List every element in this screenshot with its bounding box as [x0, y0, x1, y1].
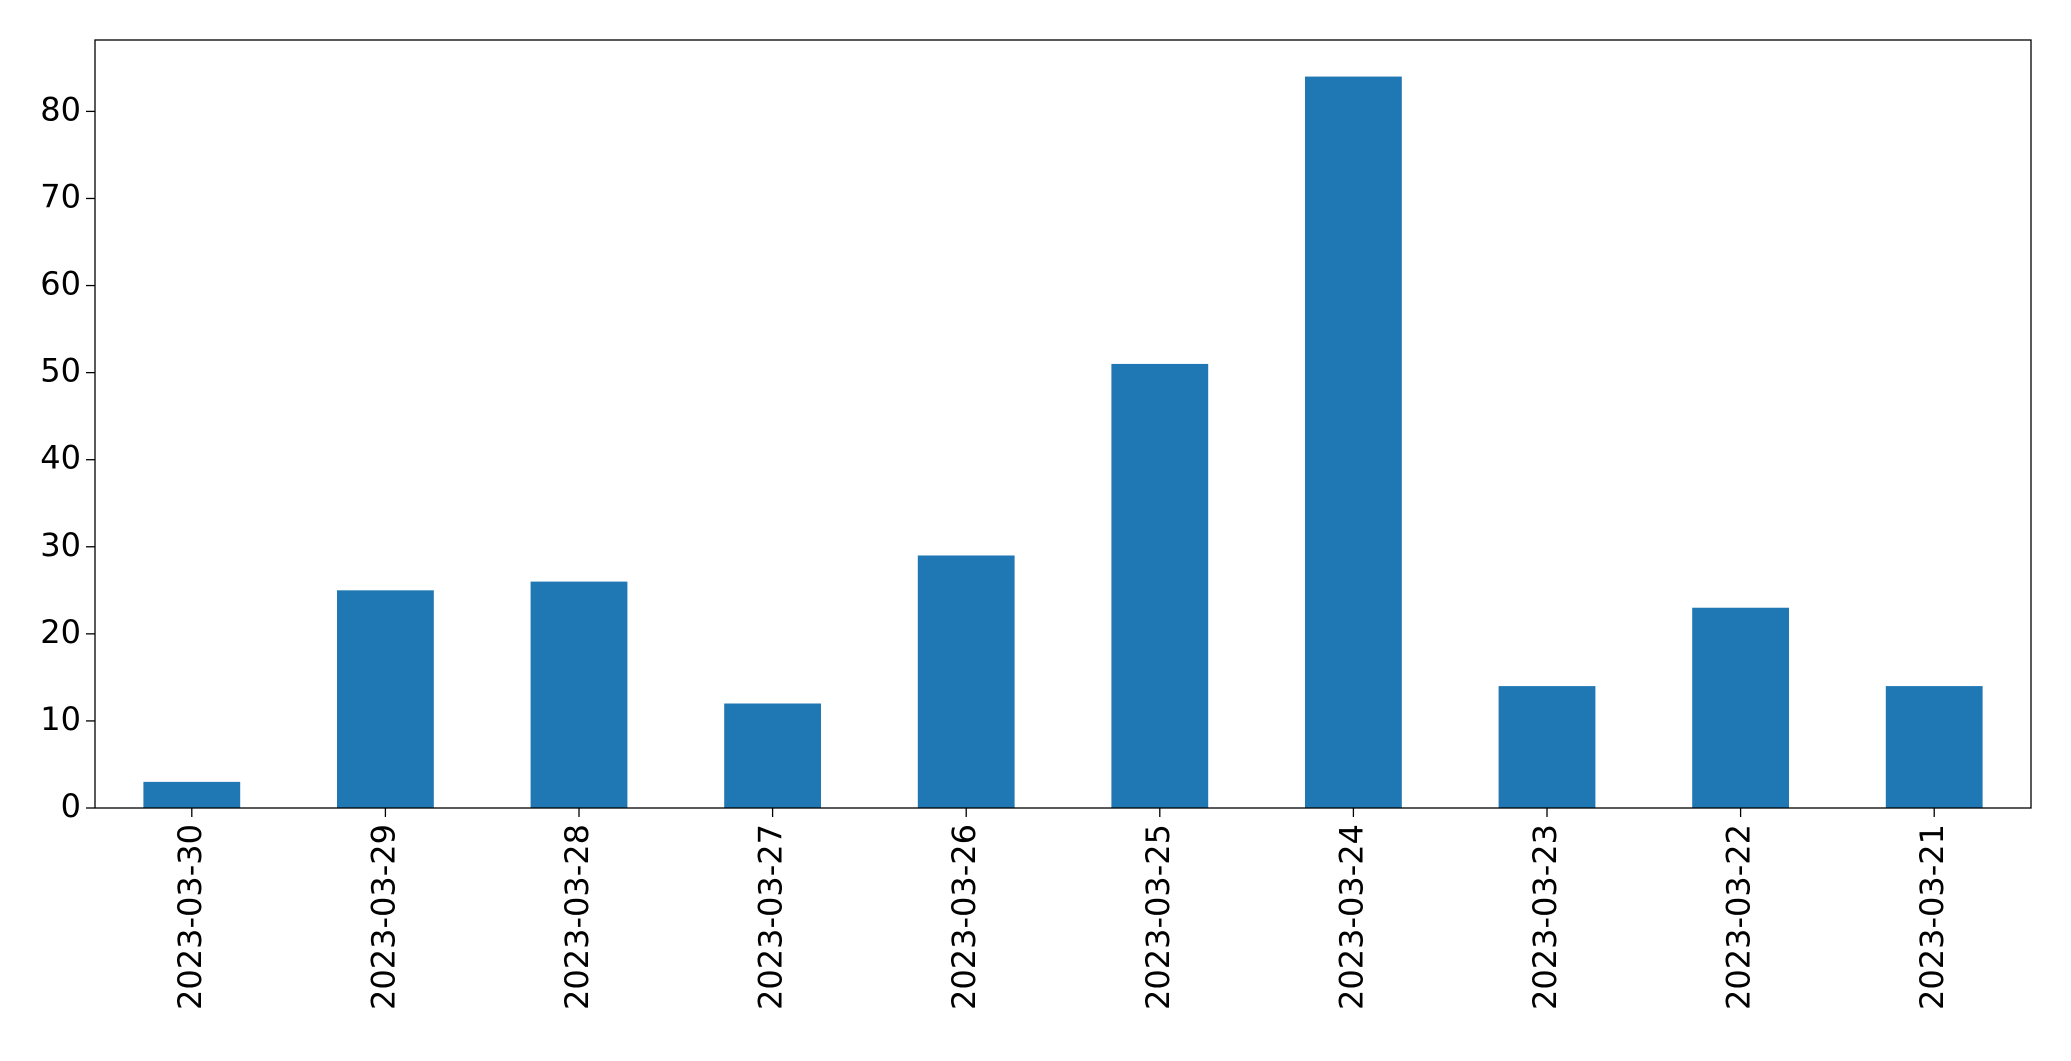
x-tick-label: 2023-03-29	[364, 824, 402, 1010]
plot-frame	[94, 39, 2032, 809]
y-tick-label: 30	[40, 526, 81, 564]
bar	[1498, 686, 1596, 808]
x-tick-label: 2023-03-27	[752, 824, 790, 1010]
y-tick-label: 50	[40, 352, 81, 390]
x-tick-label: 2023-03-24	[1332, 824, 1370, 1010]
y-tick-label: 40	[40, 439, 81, 477]
bar	[1885, 686, 1983, 808]
y-tick-label: 70	[40, 177, 81, 215]
y-tick-label: 80	[40, 90, 81, 128]
bar	[917, 555, 1015, 808]
y-tick-label: 0	[61, 787, 81, 825]
x-tick-label: 2023-03-26	[945, 824, 983, 1010]
bar	[530, 581, 628, 808]
x-tick-label: 2023-03-28	[558, 824, 596, 1010]
bar	[1692, 607, 1789, 808]
x-tick-label: 2023-03-30	[171, 824, 209, 1010]
x-tick-label: 2023-03-25	[1139, 824, 1177, 1010]
bar	[143, 781, 241, 808]
y-tick-label: 20	[40, 613, 81, 651]
bar	[724, 703, 821, 808]
bar	[337, 590, 434, 808]
y-tick-label: 60	[40, 265, 81, 303]
bar	[1305, 76, 1402, 809]
x-tick-label: 2023-03-21	[1913, 824, 1951, 1010]
bar	[1111, 363, 1209, 808]
x-tick-label: 2023-03-23	[1526, 824, 1564, 1010]
x-tick-label: 2023-03-22	[1720, 824, 1758, 1010]
y-tick-label: 10	[40, 700, 81, 738]
